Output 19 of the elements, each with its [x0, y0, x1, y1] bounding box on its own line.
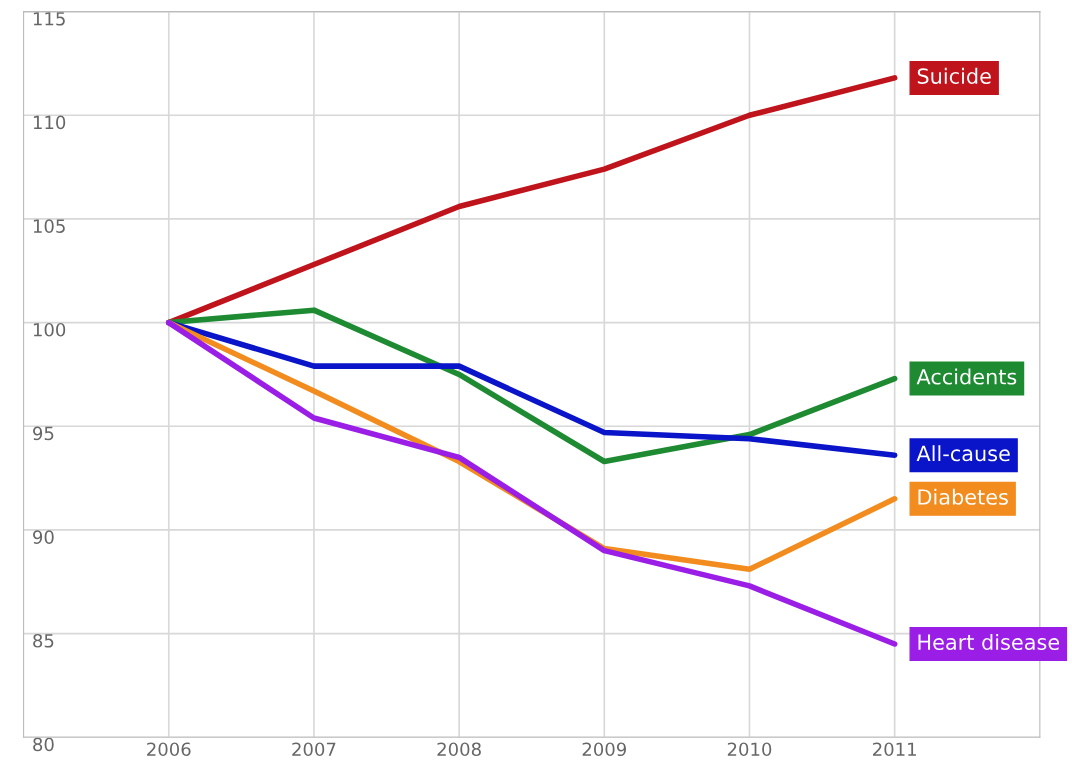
x-tick-label: 2011 [873, 742, 916, 757]
x-tick-label: 2008 [437, 742, 481, 757]
series-label: Diabetes [918, 488, 1008, 505]
y-tick-label: 85 [33, 633, 54, 648]
series-label: All-cause [916, 445, 1010, 462]
series-label: Suicide [917, 67, 991, 84]
x-tick-label: 2007 [292, 742, 336, 757]
x-tick-label: 2006 [147, 742, 191, 757]
y-tick-label: 110 [33, 115, 66, 130]
series-label: Accidents [916, 368, 1017, 385]
y-tick-label: 80 [33, 737, 54, 752]
y-tick-label: 105 [33, 219, 65, 233]
y-tick-label: 100 [33, 322, 66, 337]
x-tick-label: 2009 [582, 742, 627, 757]
y-tick-label: 95 [33, 426, 54, 441]
series-label: Heart disease [918, 633, 1060, 650]
y-tick-label: 115 [33, 12, 65, 26]
x-tick-label: 2010 [727, 742, 772, 757]
y-tick-label: 90 [33, 530, 54, 544]
